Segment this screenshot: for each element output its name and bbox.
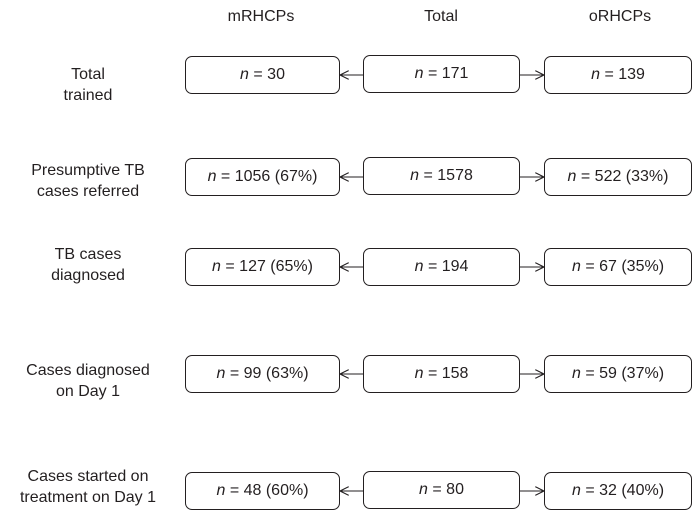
box-total-diagnosed-day1: n = 158 <box>363 355 520 393</box>
variable-n: n <box>571 365 581 382</box>
row-label-cases-diagnosed-day1: Cases diagnosed on Day 1 <box>26 362 150 400</box>
box-orhcps-total-trained: n = 139 <box>544 56 692 94</box>
box-total-treatment-day1: n = 80 <box>363 471 520 509</box>
header-orhcps: oRHCPs <box>588 8 652 25</box>
variable-n: n <box>414 65 424 82</box>
value: = 158 <box>427 365 469 382</box>
value: = 80 <box>432 481 464 498</box>
box-mrhcps-diagnosed-day1: n = 99 (63%) <box>185 355 340 393</box>
value: = 32 (40%) <box>585 482 665 499</box>
variable-n: n <box>410 167 420 184</box>
variable-n: n <box>207 168 217 185</box>
header-total: Total <box>424 8 458 25</box>
value: = 67 (35%) <box>585 258 665 275</box>
box-orhcps-diagnosed-day1: n = 59 (37%) <box>544 355 692 393</box>
variable-n: n <box>212 258 221 275</box>
row-label-started-treatment-day1: Cases started on treatment on Day 1 <box>19 468 157 506</box>
row-label-total-trained: Total trained <box>63 66 113 104</box>
box-total-presumptive-tb: n = 1578 <box>363 157 520 195</box>
box-orhcps-tb-diagnosed: n = 67 (35%) <box>544 248 692 286</box>
box-orhcps-presumptive-tb: n = 522 (33%) <box>544 158 692 196</box>
variable-n: n <box>414 365 424 382</box>
value: = 127 (65%) <box>225 258 313 275</box>
header-mrhcps: mRHCPs <box>227 8 295 25</box>
variable-n: n <box>216 365 226 382</box>
variable-n: n <box>571 258 581 275</box>
variable-n: n <box>571 482 581 499</box>
box-mrhcps-total-trained: n = 30 <box>185 56 340 94</box>
variable-n: n <box>216 482 226 499</box>
box-total-total-trained: n = 171 <box>363 55 520 93</box>
box-orhcps-treatment-day1: n = 32 (40%) <box>544 472 692 510</box>
value: = 139 <box>604 66 645 83</box>
variable-n: n <box>567 168 577 185</box>
variable-n: n <box>591 66 600 83</box>
box-mrhcps-treatment-day1: n = 48 (60%) <box>185 472 340 510</box>
box-mrhcps-tb-diagnosed: n = 127 (65%) <box>185 248 340 286</box>
value: = 99 (63%) <box>229 365 309 382</box>
value: = 194 <box>427 258 469 275</box>
box-total-tb-diagnosed: n = 194 <box>363 248 520 286</box>
value: = 171 <box>427 65 469 82</box>
variable-n: n <box>414 258 424 275</box>
value: = 522 (33%) <box>580 168 669 185</box>
row-label-tb-cases-diagnosed: TB cases diagnosed <box>51 246 125 284</box>
variable-n: n <box>240 66 249 83</box>
row-label-presumptive-tb-cases-referred: Presumptive TB cases referred <box>31 162 145 200</box>
variable-n: n <box>419 481 428 498</box>
value: = 48 (60%) <box>229 482 309 499</box>
box-mrhcps-presumptive-tb: n = 1056 (67%) <box>185 158 340 196</box>
value: = 30 <box>253 66 285 83</box>
value: = 1056 (67%) <box>220 168 318 185</box>
value: = 59 (37%) <box>585 365 665 382</box>
value: = 1578 <box>423 167 473 184</box>
